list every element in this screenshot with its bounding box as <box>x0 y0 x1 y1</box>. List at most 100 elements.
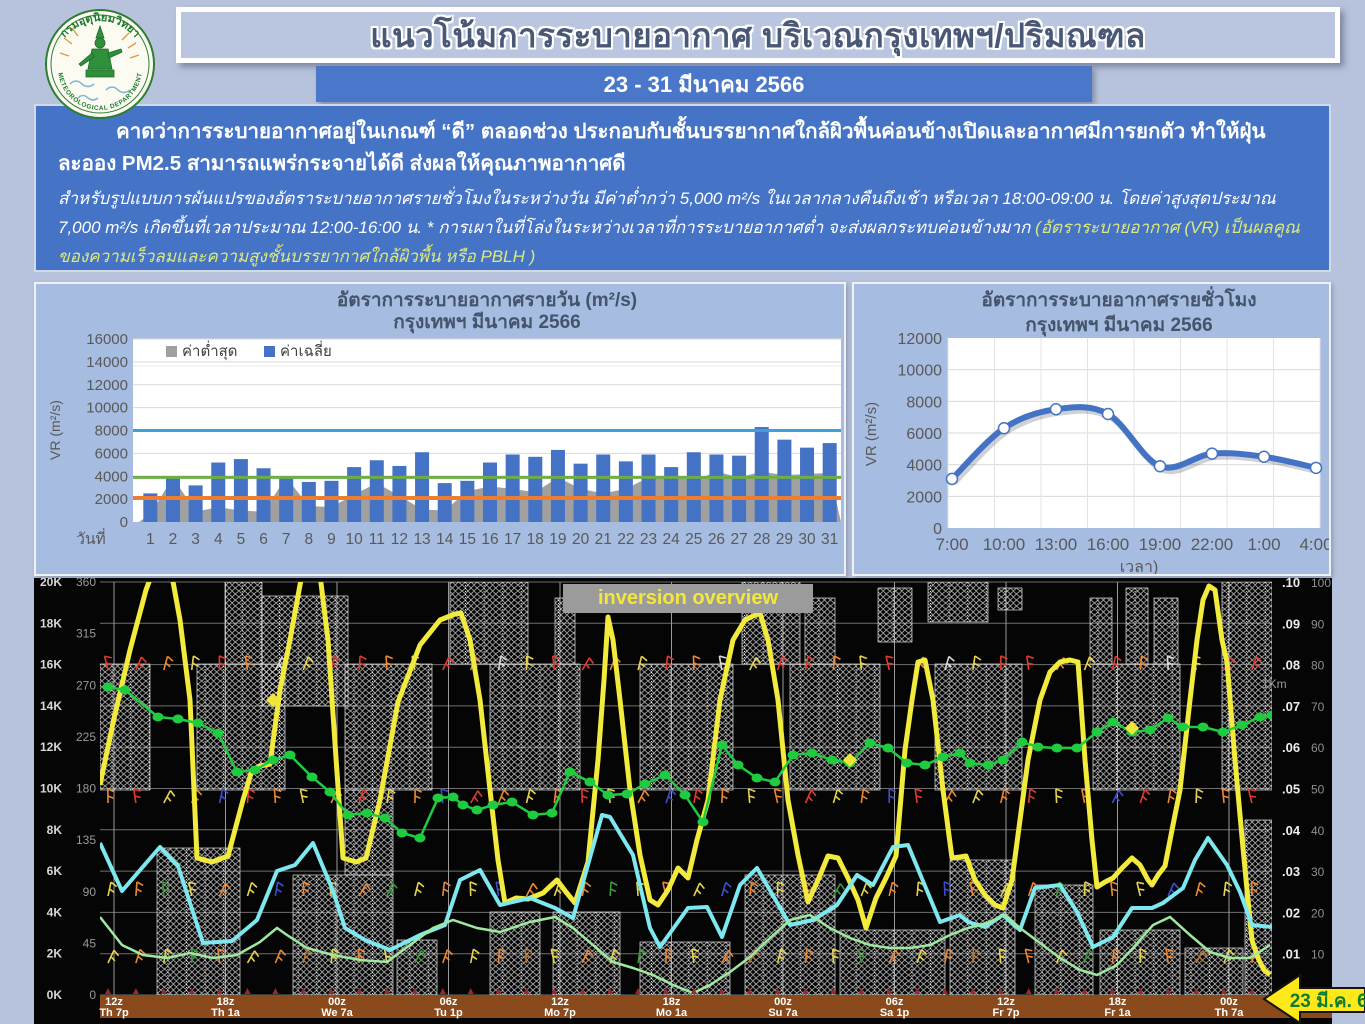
svg-text:14: 14 <box>436 531 454 548</box>
svg-text:70: 70 <box>1311 700 1325 714</box>
svg-text:.03: .03 <box>1282 864 1300 879</box>
svg-text:20: 20 <box>1311 906 1325 920</box>
svg-text:19:00: 19:00 <box>1139 535 1182 554</box>
svg-text:4K: 4K <box>47 905 63 919</box>
svg-text:16: 16 <box>481 531 498 548</box>
svg-text:0: 0 <box>89 988 96 1002</box>
svg-text:45: 45 <box>83 936 97 950</box>
svg-text:00z: 00z <box>328 996 346 1008</box>
svg-text:1: 1 <box>146 531 155 548</box>
data-point-marker <box>1153 460 1167 473</box>
svg-text:2K: 2K <box>47 947 63 961</box>
svg-text:8000: 8000 <box>906 394 942 411</box>
data-point-marker <box>1257 450 1271 463</box>
title-banner: แนวโน้มการระบายอากาศ บริเวณกรุงเทพฯ/ปริม… <box>176 7 1340 63</box>
svg-text:18: 18 <box>527 531 544 548</box>
svg-text:180: 180 <box>76 782 96 796</box>
svg-text:8: 8 <box>305 531 314 548</box>
svg-text:90: 90 <box>83 885 97 899</box>
svg-text:อัตราการระบายอากาศรายวัน (m²/s: อัตราการระบายอากาศรายวัน (m²/s) <box>337 290 637 311</box>
svg-text:7:00: 7:00 <box>935 535 968 554</box>
svg-text:กรุงเทพฯ มีนาคม 2566: กรุงเทพฯ มีนาคม 2566 <box>1025 314 1212 337</box>
svg-text:24: 24 <box>663 531 681 548</box>
svg-text:16K: 16K <box>40 658 62 672</box>
svg-text:28: 28 <box>753 531 770 548</box>
logo-sun-rays-icon <box>59 27 140 59</box>
svg-text:13: 13 <box>413 531 430 548</box>
svg-text:8K: 8K <box>47 823 63 837</box>
svg-text:22:00: 22:00 <box>1191 535 1234 554</box>
svg-text:.07: .07 <box>1282 699 1300 714</box>
svg-text:Th 1a: Th 1a <box>211 1007 241 1019</box>
svg-text:12z: 12z <box>551 996 569 1008</box>
forecast-detail: สำหรับรูปแบบการผันแปรของอัตราระบายอากาศร… <box>58 184 1307 272</box>
svg-text:6000: 6000 <box>95 445 128 462</box>
svg-text:225: 225 <box>76 730 96 744</box>
svg-text:5: 5 <box>237 531 246 548</box>
svg-text:Sa 1p: Sa 1p <box>880 1007 910 1019</box>
page-title: แนวโน้มการระบายอากาศ บริเวณกรุงเทพฯ/ปริม… <box>370 16 1146 54</box>
svg-text:4:00: 4:00 <box>1299 535 1329 554</box>
svg-text:17: 17 <box>504 531 521 548</box>
svg-text:1:00: 1:00 <box>1247 535 1280 554</box>
svg-text:18z: 18z <box>1109 996 1127 1008</box>
data-point-marker <box>1309 461 1323 475</box>
data-point-marker <box>945 472 959 486</box>
svg-text:90: 90 <box>1311 617 1325 631</box>
svg-text:Mo 7p: Mo 7p <box>544 1007 576 1019</box>
daily-vr-bar-chart: อัตราการระบายอากาศรายวัน (m²/s)กรุงเทพฯ … <box>47 290 841 548</box>
svg-text:22: 22 <box>617 531 634 548</box>
daily-vr-chart-panel: อัตราการระบายอากาศรายวัน (m²/s) กรุงเทพฯ … <box>34 282 846 576</box>
thai-meteorological-department-logo: กรมอุตุนิยมวิทยา METEOROLOGICAL DEPARTME… <box>45 9 155 119</box>
svg-text:315: 315 <box>76 627 96 641</box>
svg-text:360: 360 <box>76 578 96 589</box>
svg-text:26: 26 <box>708 531 725 548</box>
svg-text:25: 25 <box>685 531 702 548</box>
svg-text:Tu 1p: Tu 1p <box>434 1007 463 1019</box>
svg-text:12000: 12000 <box>86 377 128 394</box>
svg-text:12z: 12z <box>105 996 123 1008</box>
svg-text:270: 270 <box>76 678 96 692</box>
forecast-headline: คาดว่าการระบายอากาศอยู่ในเกณฑ์ “ดี” ตลอด… <box>58 120 1266 175</box>
svg-text:.04: .04 <box>1282 823 1301 838</box>
svg-text:เวลา): เวลา) <box>1120 559 1159 574</box>
data-point-marker <box>997 422 1011 435</box>
hourly-vr-chart-panel: อัตราการระบายอากาศรายชั่วโมง กรุงเทพฯ มีน… <box>852 282 1331 576</box>
current-date-arrow: 23 มี.ค. 66 <box>1262 973 1365 1024</box>
svg-text:06z: 06z <box>886 996 904 1008</box>
wind-barbs <box>103 655 1263 964</box>
svg-text:50: 50 <box>1311 783 1325 797</box>
svg-text:.10: .10 <box>1282 578 1300 590</box>
svg-text:ค่าต่ำสุด: ค่าต่ำสุด <box>182 340 238 361</box>
svg-text:80: 80 <box>1311 659 1325 673</box>
svg-text:31: 31 <box>821 531 838 548</box>
svg-text:กรุงเทพฯ มีนาคม 2566: กรุงเทพฯ มีนาคม 2566 <box>393 311 580 334</box>
svg-text:7: 7 <box>282 531 291 548</box>
svg-text:14K: 14K <box>40 699 62 713</box>
svg-text:16000: 16000 <box>86 331 128 348</box>
diamond-marker <box>265 692 281 708</box>
inversion-overview-panel: 12z Th 7p 18z Th 1a 00z We 7a 06z Tu 1p 12z Mo 7p… <box>34 578 1332 1024</box>
svg-text:20K: 20K <box>40 578 62 589</box>
logo-clouds-icon <box>69 80 131 101</box>
svg-text:0: 0 <box>120 514 128 531</box>
svg-text:ค่าเฉลี่ย: ค่าเฉลี่ย <box>280 340 332 360</box>
mixing-height-series <box>100 813 1272 952</box>
svg-text:Th 7p: Th 7p <box>99 1007 129 1019</box>
svg-text:Fr 7p: Fr 7p <box>993 1007 1020 1019</box>
logo-deity-figure-icon <box>78 24 123 78</box>
svg-text:.06: .06 <box>1282 740 1300 755</box>
svg-text:1Km: 1Km <box>1262 677 1287 691</box>
svg-text:16:00: 16:00 <box>1087 535 1130 554</box>
time-axis-band <box>100 995 1332 1018</box>
svg-text:19: 19 <box>549 531 566 548</box>
diamond-marker <box>1124 720 1140 736</box>
svg-text:23: 23 <box>640 531 657 548</box>
forecast-detail-main: สำหรับรูปแบบการผันแปรของอัตราระบายอากาศร… <box>58 188 1276 237</box>
svg-text:0: 0 <box>933 521 942 538</box>
svg-text:3: 3 <box>191 531 200 548</box>
svg-text:12000: 12000 <box>898 331 943 348</box>
svg-text:00z: 00z <box>774 996 792 1008</box>
